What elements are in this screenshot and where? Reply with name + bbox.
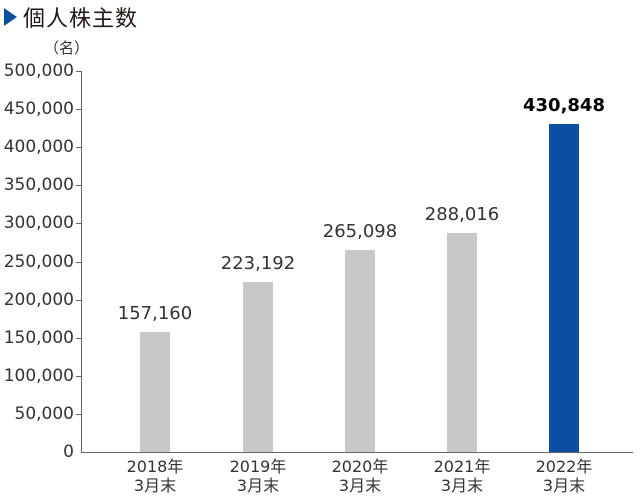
- y-tick-mark: [76, 413, 81, 415]
- y-tick-mark: [76, 109, 81, 111]
- x-label-month: 3月末: [236, 476, 280, 495]
- x-label-month: 3月末: [542, 476, 586, 495]
- x-label-year: 2020年: [331, 457, 389, 476]
- y-tick-mark: [76, 223, 81, 225]
- y-tick-mark: [76, 261, 81, 263]
- x-category-label: 2019年 3月末: [208, 457, 308, 495]
- y-tick-mark: [76, 71, 81, 72]
- x-category-label: 2018年 3月末: [105, 457, 205, 495]
- bar-2020年: [345, 249, 375, 452]
- x-label-year: 2021年: [433, 457, 491, 476]
- x-label-year: 2018年: [126, 457, 184, 476]
- bar-2018年: [140, 332, 170, 452]
- y-tick-label: 500,000: [3, 61, 74, 81]
- x-label-month: 3月末: [133, 476, 177, 495]
- y-axis-line: [81, 71, 82, 453]
- x-axis-line: [81, 452, 633, 453]
- x-label-year: 2019年: [229, 457, 287, 476]
- bar-value-label: 265,098: [322, 220, 398, 242]
- y-tick-label: 350,000: [3, 175, 74, 196]
- y-tick-label: 150,000: [3, 327, 74, 348]
- y-tick-label: 100,000: [3, 365, 74, 386]
- y-tick-label: 0: [63, 442, 74, 462]
- chart-title: 個人株主数: [4, 2, 138, 32]
- triangle-right-icon: [4, 8, 17, 26]
- x-category-label: 2021年 3月末: [412, 457, 512, 495]
- bar-value-label: 223,192: [220, 252, 296, 274]
- y-tick-label: 250,000: [3, 251, 74, 272]
- y-tick-label: 200,000: [3, 289, 74, 310]
- y-axis-unit: （名）: [44, 39, 90, 57]
- y-tick-mark: [76, 185, 81, 187]
- x-label-month: 3月末: [338, 476, 382, 495]
- x-label-year: 2022年: [535, 457, 593, 476]
- y-tick-label: 50,000: [14, 403, 74, 424]
- y-tick-mark: [76, 147, 81, 149]
- bar-2019年: [243, 281, 273, 452]
- x-label-month: 3月末: [440, 476, 484, 495]
- chart-title-text: 個人株主数: [23, 7, 139, 32]
- y-tick-label: 400,000: [3, 137, 74, 158]
- bar-2021年: [447, 232, 477, 452]
- x-category-label: 2020年 3月末: [310, 457, 410, 495]
- y-tick-label: 300,000: [3, 213, 74, 234]
- x-category-label: 2022年 3月末: [514, 457, 614, 495]
- y-tick-mark: [76, 299, 81, 301]
- y-tick-mark: [76, 375, 81, 377]
- y-tick-mark: [76, 337, 81, 339]
- bar-value-label: 157,160: [117, 303, 193, 325]
- bar-2022年: [549, 123, 579, 452]
- bar-value-label: 430,848: [523, 94, 605, 116]
- bar-value-label: 288,016: [424, 203, 500, 225]
- y-tick-label: 450,000: [3, 99, 74, 120]
